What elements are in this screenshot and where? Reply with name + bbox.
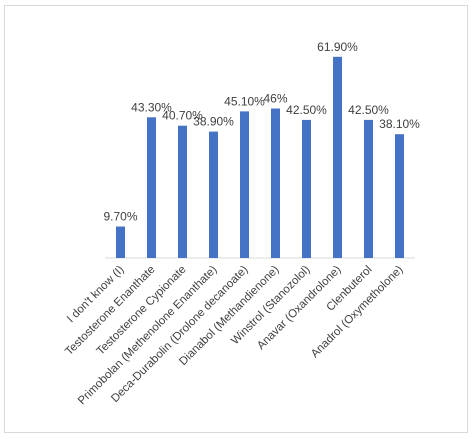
bar-5 [240, 111, 249, 259]
value-label-7: 42.50% [286, 103, 327, 117]
bar-9 [364, 119, 373, 259]
bar-10 [395, 134, 404, 258]
value-label-3: 40.70% [162, 109, 203, 123]
bar-2 [147, 117, 156, 258]
bar-6 [271, 108, 280, 258]
value-label-9: 42.50% [348, 103, 389, 117]
value-label-4: 38.90% [193, 115, 234, 129]
value-label-5: 45.10% [224, 94, 265, 108]
value-label-8: 61.90% [317, 40, 358, 54]
bar-8 [333, 56, 342, 258]
chart-frame: 9.70% 43.30% 40.70% 38.90% 45.10% 46% 42.50% 61… [4, 5, 468, 433]
bar-1 [116, 226, 125, 258]
bars-layer [116, 56, 404, 259]
bar-3 [178, 125, 187, 258]
bar-chart: 9.70%43.30%40.70%38.90%45.10%46%42.50%61… [63, 40, 420, 408]
value-label-10: 38.10% [379, 117, 420, 131]
value-label-1: 9.70% [103, 210, 137, 224]
value-labels-layer: 9.70%43.30%40.70%38.90%45.10%46%42.50%61… [103, 40, 420, 224]
value-label-6: 46% [263, 92, 287, 106]
bar-7 [302, 119, 311, 259]
value-label-2: 43.30% [131, 100, 172, 114]
bar-4 [209, 131, 218, 258]
category-labels-layer: I don't know (I)Testosterone EnanthateTe… [63, 264, 405, 408]
